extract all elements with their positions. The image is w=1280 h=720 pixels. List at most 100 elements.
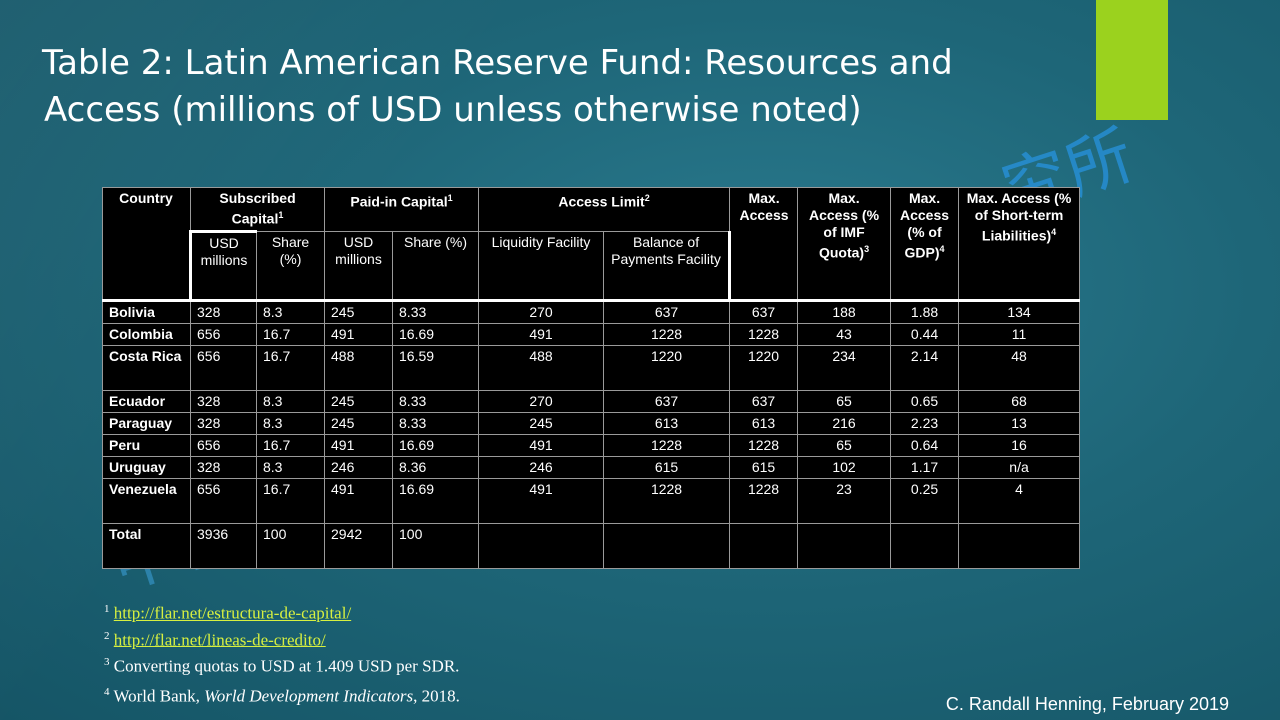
- header-country: Country: [102, 187, 191, 301]
- cell-sub-usd: 328: [190, 389, 257, 413]
- header-max-gdp: Max. Access (% of GDP)4: [890, 187, 960, 301]
- cell-country: Peru: [102, 433, 191, 457]
- cell-sub-usd: 656: [190, 344, 257, 391]
- cell-paid-share: 8.33: [392, 411, 480, 435]
- accent-bar: [1096, 0, 1168, 120]
- cell-country: Costa Rica: [102, 344, 191, 391]
- header-bop: Balance of Payments Facility: [603, 230, 732, 301]
- header-paid-share: Share (%): [392, 230, 480, 301]
- cell-max-access: 637: [729, 298, 799, 324]
- cell-bop: 1228: [603, 322, 731, 346]
- cell-paid-usd: 488: [324, 344, 394, 391]
- cell-paid-usd: 245: [324, 411, 394, 435]
- cell-max-access: 613: [729, 411, 799, 435]
- cell-max-stl: 68: [958, 389, 1081, 413]
- cell-sub-usd: 656: [190, 477, 257, 524]
- cell-paid-usd: 2942: [324, 522, 394, 569]
- header-liquidity: Liquidity Facility: [478, 230, 605, 301]
- cell-max-gdp: 2.23: [890, 411, 960, 435]
- cell-sub-share: 16.7: [255, 344, 326, 391]
- cell-bop: 1228: [603, 433, 731, 457]
- header-max-access: Max. Access: [729, 187, 799, 301]
- reserve-fund-table: Country Subscribed Capital1 Paid-in Capi…: [102, 187, 1081, 569]
- table-row: Peru 656 16.7 491 16.69 491 1228 1228 65 0.64 16: [102, 433, 1081, 457]
- cell-sub-usd: 328: [190, 298, 257, 324]
- cell-sub-usd: 328: [190, 411, 257, 435]
- header-sub-share: Share (%): [255, 230, 326, 301]
- cell-sub-share: 100: [255, 522, 326, 569]
- table-row: Bolivia 328 8.3 245 8.33 270 637 637 188 1.88 134: [102, 298, 1081, 324]
- table-row: Total 3936 100 2942 100: [102, 522, 1081, 569]
- cell-liquidity: 491: [478, 477, 605, 524]
- cell-paid-share: 100: [392, 522, 480, 569]
- table-row: Ecuador 328 8.3 245 8.33 270 637 637 65 0.65 68: [102, 389, 1081, 413]
- header-sub-usd: USD millions: [189, 229, 257, 301]
- cell-bop: 1220: [603, 344, 731, 391]
- cell-max-stl: 4: [958, 477, 1081, 524]
- cell-max-imf: 188: [797, 298, 892, 324]
- cell-paid-usd: 491: [324, 433, 394, 457]
- cell-sub-usd: 656: [190, 433, 257, 457]
- cell-liquidity: 245: [478, 411, 605, 435]
- footer-credit: C. Randall Henning, February 2019: [945, 694, 1229, 714]
- cell-sub-share: 16.7: [255, 322, 326, 346]
- cell-liquidity: 246: [478, 455, 605, 479]
- header-paid-usd: USD millions: [324, 230, 394, 301]
- footnote-4: 4 World Bank, World Development Indicato…: [104, 685, 460, 706]
- cell-sub-share: 16.7: [255, 477, 326, 524]
- cell-country: Bolivia: [102, 298, 191, 324]
- cell-sub-share: 16.7: [255, 433, 326, 457]
- cell-max-gdp: 2.14: [890, 344, 960, 391]
- cell-max-stl: n/a: [958, 455, 1081, 479]
- cell-max-gdp: 0.25: [890, 477, 960, 524]
- cell-liquidity: 488: [478, 344, 605, 391]
- cell-paid-share: 16.69: [392, 322, 480, 346]
- cell-bop: 637: [603, 298, 731, 324]
- cell-liquidity: 491: [478, 322, 605, 346]
- cell-paid-share: 16.69: [392, 477, 480, 524]
- footnote-2: 2 http://flar.net/lineas-de-credito/: [104, 629, 326, 650]
- cell-max-access: [729, 522, 799, 569]
- cell-country: Ecuador: [102, 389, 191, 413]
- slide-title-line1: Table 2: Latin American Reserve Fund: Re…: [42, 43, 953, 83]
- cell-country: Total: [102, 522, 191, 569]
- cell-liquidity: [478, 522, 605, 569]
- table-row: Uruguay 328 8.3 246 8.36 246 615 615 102 1.17 n/a: [102, 455, 1081, 479]
- cell-paid-usd: 491: [324, 322, 394, 346]
- footnotes: 1 http://flar.net/estructura-de-capital/…: [104, 598, 460, 708]
- header-paid-in-capital: Paid-in Capital1: [324, 187, 480, 232]
- cell-max-gdp: 1.17: [890, 455, 960, 479]
- cell-liquidity: 270: [478, 298, 605, 324]
- cell-max-gdp: 1.88: [890, 298, 960, 324]
- cell-paid-usd: 245: [324, 389, 394, 413]
- table-row: Colombia 656 16.7 491 16.69 491 1228 1228 43 0.44…: [102, 322, 1081, 346]
- cell-max-imf: 43: [797, 322, 892, 346]
- cell-max-access: 1228: [729, 433, 799, 457]
- cell-bop: 615: [603, 455, 731, 479]
- cell-max-access: 1228: [729, 322, 799, 346]
- cell-max-imf: [797, 522, 892, 569]
- cell-max-stl: [958, 522, 1081, 569]
- cell-max-imf: 216: [797, 411, 892, 435]
- cell-sub-share: 8.3: [255, 389, 326, 413]
- cell-paid-share: 16.69: [392, 433, 480, 457]
- footnote-1-link[interactable]: http://flar.net/estructura-de-capital/: [113, 603, 352, 623]
- cell-max-access: 1228: [729, 477, 799, 524]
- cell-sub-usd: 328: [190, 455, 257, 479]
- cell-sub-usd: 656: [190, 322, 257, 346]
- cell-sub-share: 8.3: [255, 455, 326, 479]
- cell-country: Venezuela: [102, 477, 191, 524]
- cell-max-gdp: [890, 522, 960, 569]
- cell-max-access: 637: [729, 389, 799, 413]
- cell-max-imf: 234: [797, 344, 892, 391]
- cell-paid-usd: 245: [324, 298, 394, 324]
- cell-max-imf: 65: [797, 389, 892, 413]
- cell-country: Uruguay: [102, 455, 191, 479]
- cell-bop: [603, 522, 731, 569]
- cell-liquidity: 270: [478, 389, 605, 413]
- cell-max-stl: 48: [958, 344, 1081, 391]
- footnote-2-link[interactable]: http://flar.net/lineas-de-credito/: [113, 630, 326, 650]
- slide-title: Table 2: Latin American Reserve Fund: Re…: [42, 40, 1082, 134]
- cell-max-access: 1220: [729, 344, 799, 391]
- cell-bop: 613: [603, 411, 731, 435]
